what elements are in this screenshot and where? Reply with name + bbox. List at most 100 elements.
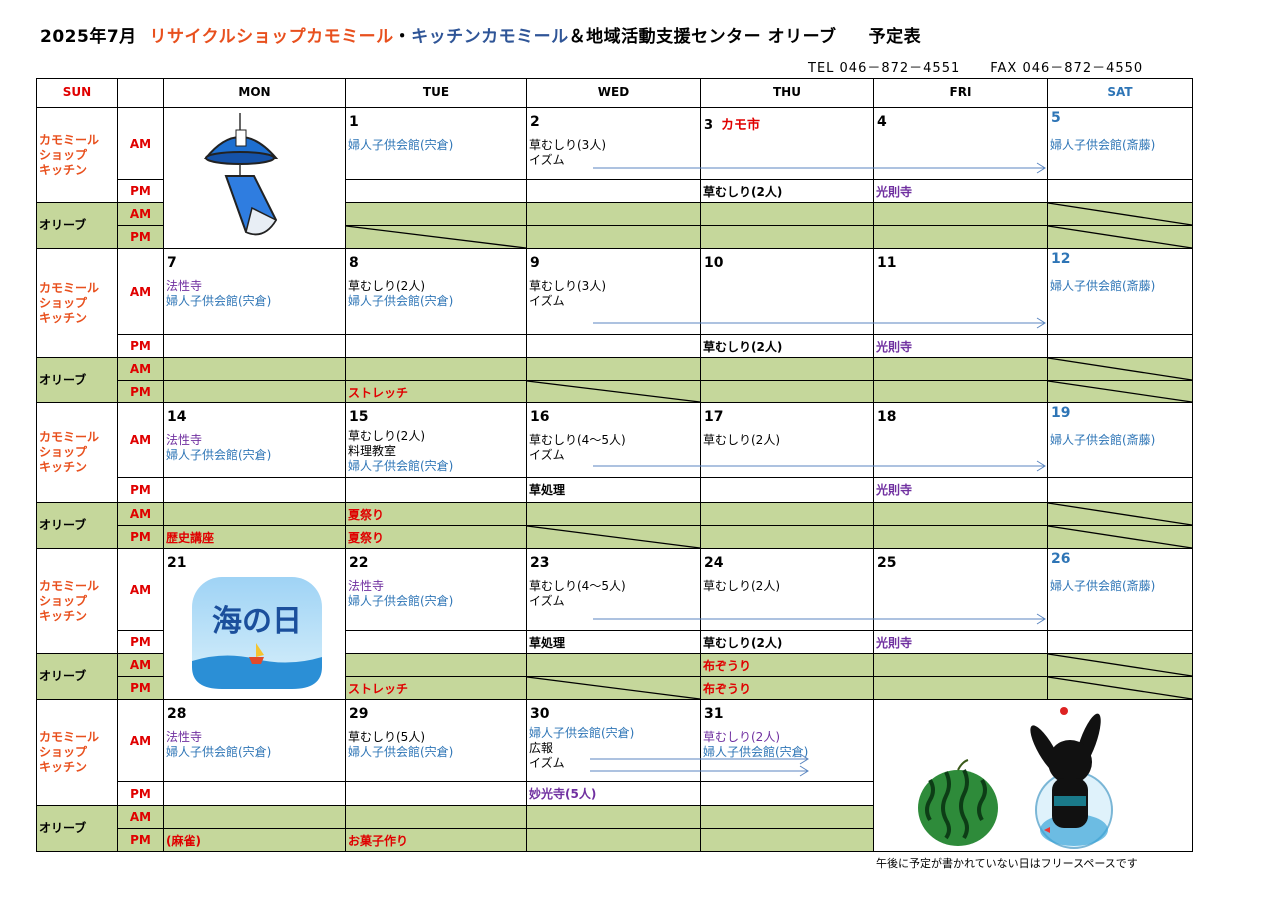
- day-cell-oam[interactable]: [526, 653, 701, 677]
- day-cell-opm[interactable]: [526, 380, 701, 403]
- day-cell-am[interactable]: 10: [700, 248, 874, 335]
- day-cell-am[interactable]: 9 草むしり(3人) イズム: [526, 248, 701, 335]
- day-cell-oam[interactable]: [700, 202, 874, 226]
- day-cell-opm[interactable]: (麻雀): [163, 828, 346, 852]
- day-cell-pm[interactable]: [526, 179, 701, 203]
- day-cell-am[interactable]: 28 法性寺 婦人子供会館(宍倉): [163, 699, 346, 782]
- day-cell-opm[interactable]: [526, 676, 701, 700]
- day-cell-opm[interactable]: [1047, 676, 1193, 700]
- day-cell-oam[interactable]: [873, 502, 1048, 526]
- day-cell-pm[interactable]: 草むしり(2人): [700, 334, 874, 358]
- day-cell-oam[interactable]: [700, 805, 874, 829]
- day-cell-oam[interactable]: [526, 805, 701, 829]
- day-cell-pm[interactable]: [163, 477, 346, 503]
- day-cell-oam[interactable]: [1047, 357, 1193, 381]
- day-cell-oam[interactable]: [873, 357, 1048, 381]
- day-cell-oam[interactable]: [526, 202, 701, 226]
- day-cell-am[interactable]: 18: [873, 402, 1048, 478]
- day-cell-oam[interactable]: [345, 202, 527, 226]
- day-cell-opm[interactable]: ストレッチ: [345, 676, 527, 700]
- day-cell-am[interactable]: 25: [873, 548, 1048, 631]
- day-cell-opm[interactable]: [873, 380, 1048, 403]
- day-cell-pm[interactable]: [345, 477, 527, 503]
- day-cell-am[interactable]: 30 婦人子供会館(宍倉) 広報 イズム: [526, 699, 701, 782]
- day-cell-pm[interactable]: [163, 781, 346, 806]
- day-cell-oam[interactable]: [873, 202, 1048, 226]
- day-cell-am[interactable]: 1 婦人子供会館(宍倉): [345, 107, 527, 180]
- day-cell-pm[interactable]: [345, 781, 527, 806]
- day-cell-am[interactable]: 24 草むしり(2人): [700, 548, 874, 631]
- day-cell-am[interactable]: 3 カモ市: [700, 107, 874, 180]
- day-cell-opm[interactable]: [526, 828, 701, 852]
- day-cell-oam[interactable]: [873, 653, 1048, 677]
- day-cell-am[interactable]: 12 婦人子供会館(斎藤): [1047, 248, 1193, 335]
- day-cell-pm[interactable]: [345, 179, 527, 203]
- day-cell-pm[interactable]: [163, 334, 346, 358]
- day-cell-opm[interactable]: [700, 828, 874, 852]
- day-cell-am[interactable]: 16 草むしり(4～5人) イズム: [526, 402, 701, 478]
- day-cell-opm[interactable]: [526, 225, 701, 249]
- day-cell-opm[interactable]: [1047, 525, 1193, 549]
- day-cell-pm[interactable]: [526, 334, 701, 358]
- day-cell-am[interactable]: 26 婦人子供会館(斎藤): [1047, 548, 1193, 631]
- day-cell-pm[interactable]: 草むしり(2人): [700, 630, 874, 654]
- day-cell-am[interactable]: 8 草むしり(2人) 婦人子供会館(宍倉): [345, 248, 527, 335]
- day-cell-pm[interactable]: [345, 630, 527, 654]
- day-cell-pm[interactable]: [1047, 179, 1193, 203]
- day-cell-am[interactable]: 5 婦人子供会館(斎藤): [1047, 107, 1193, 180]
- day-cell-opm[interactable]: ストレッチ: [345, 380, 527, 403]
- day-cell-opm[interactable]: 布ぞうり: [700, 676, 874, 700]
- day-cell-oam[interactable]: 夏祭り: [345, 502, 527, 526]
- day-cell-opm[interactable]: [1047, 380, 1193, 403]
- day-cell-pm[interactable]: 光則寺: [873, 179, 1048, 203]
- day-cell-pm[interactable]: [1047, 630, 1193, 654]
- day-cell-pm[interactable]: [700, 781, 874, 806]
- day-cell-am[interactable]: 15 草むしり(2人) 料理教室 婦人子供会館(宍倉): [345, 402, 527, 478]
- day-cell-oam[interactable]: 布ぞうり: [700, 653, 874, 677]
- day-cell-oam[interactable]: [345, 653, 527, 677]
- day-cell-opm[interactable]: 夏祭り: [345, 525, 527, 549]
- day-cell-opm[interactable]: [345, 225, 527, 249]
- day-cell-oam[interactable]: [526, 357, 701, 381]
- day-cell-pm[interactable]: [345, 334, 527, 358]
- day-cell-opm[interactable]: [873, 676, 1048, 700]
- day-cell-am[interactable]: 17 草むしり(2人): [700, 402, 874, 478]
- day-cell-pm[interactable]: 草処理: [526, 477, 701, 503]
- day-cell-pm[interactable]: [700, 477, 874, 503]
- day-cell-am[interactable]: 19 婦人子供会館(斎藤): [1047, 402, 1193, 478]
- day-cell-am[interactable]: 11: [873, 248, 1048, 335]
- day-cell-oam[interactable]: [1047, 653, 1193, 677]
- day-cell-pm[interactable]: 光則寺: [873, 630, 1048, 654]
- day-cell-pm[interactable]: [1047, 334, 1193, 358]
- day-cell-opm[interactable]: [1047, 225, 1193, 249]
- day-cell-pm[interactable]: 草処理: [526, 630, 701, 654]
- day-cell-oam[interactable]: [163, 502, 346, 526]
- day-cell-am[interactable]: 23 草むしり(4～5人) イズム: [526, 548, 701, 631]
- day-cell-pm[interactable]: 光則寺: [873, 334, 1048, 358]
- day-cell-am[interactable]: 2 草むしり(3人) イズム: [526, 107, 701, 180]
- day-cell-oam[interactable]: [345, 357, 527, 381]
- day-cell-pm[interactable]: 妙光寺(5人): [526, 781, 701, 806]
- day-cell-opm[interactable]: [163, 380, 346, 403]
- day-cell-pm[interactable]: [1047, 477, 1193, 503]
- day-cell-oam[interactable]: [700, 357, 874, 381]
- day-cell-opm[interactable]: 歴史講座: [163, 525, 346, 549]
- day-cell-am[interactable]: 31 草むしり(2人) 婦人子供会館(宍倉): [700, 699, 874, 782]
- day-cell-opm[interactable]: [873, 225, 1048, 249]
- day-cell-oam[interactable]: [1047, 202, 1193, 226]
- day-cell-oam[interactable]: [345, 805, 527, 829]
- day-cell-opm[interactable]: [700, 225, 874, 249]
- day-cell-am[interactable]: 14 法性寺 婦人子供会館(宍倉): [163, 402, 346, 478]
- day-cell-pm[interactable]: 光則寺: [873, 477, 1048, 503]
- day-cell-oam[interactable]: [163, 805, 346, 829]
- day-cell-am[interactable]: 7 法性寺 婦人子供会館(宍倉): [163, 248, 346, 335]
- day-cell-opm[interactable]: [873, 525, 1048, 549]
- day-cell-pm[interactable]: 草むしり(2人): [700, 179, 874, 203]
- day-cell-oam[interactable]: [1047, 502, 1193, 526]
- day-cell-oam[interactable]: [163, 357, 346, 381]
- day-cell-am[interactable]: 22 法性寺 婦人子供会館(宍倉): [345, 548, 527, 631]
- day-cell-opm[interactable]: [700, 380, 874, 403]
- day-cell-oam[interactable]: [526, 502, 701, 526]
- day-cell-opm[interactable]: [526, 525, 701, 549]
- day-cell-am[interactable]: 29 草むしり(5人) 婦人子供会館(宍倉): [345, 699, 527, 782]
